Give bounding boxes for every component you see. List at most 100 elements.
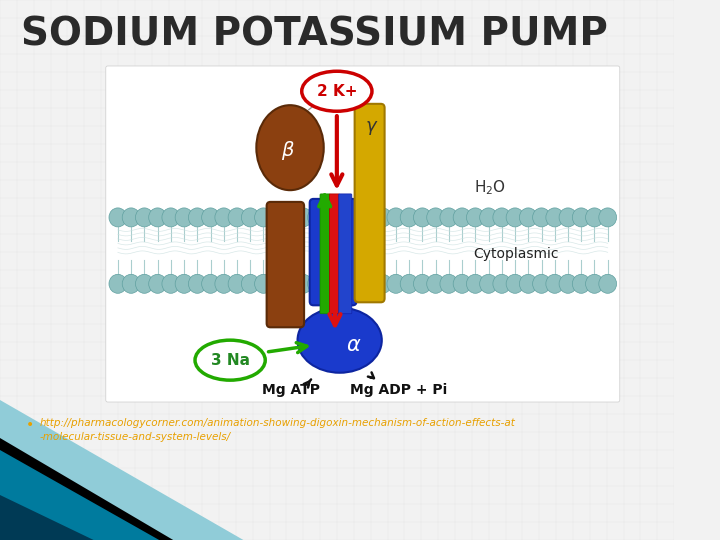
Polygon shape [0, 450, 159, 540]
Text: 2 K+: 2 K+ [317, 84, 357, 99]
Circle shape [175, 208, 193, 227]
Text: Cytoplasmic: Cytoplasmic [473, 247, 559, 261]
Ellipse shape [297, 308, 382, 373]
Circle shape [307, 208, 325, 227]
Circle shape [122, 208, 140, 227]
Circle shape [268, 274, 286, 293]
Circle shape [585, 208, 603, 227]
Circle shape [413, 274, 431, 293]
Circle shape [281, 274, 299, 293]
Circle shape [361, 208, 378, 227]
Circle shape [294, 208, 312, 227]
Circle shape [427, 274, 444, 293]
Polygon shape [0, 495, 94, 540]
Circle shape [546, 274, 564, 293]
Circle shape [135, 274, 153, 293]
Text: $\gamma$: $\gamma$ [365, 119, 378, 137]
Circle shape [162, 208, 180, 227]
Circle shape [109, 208, 127, 227]
Circle shape [413, 208, 431, 227]
Circle shape [572, 208, 590, 227]
FancyBboxPatch shape [310, 199, 356, 305]
Circle shape [387, 208, 405, 227]
Circle shape [175, 274, 193, 293]
Circle shape [334, 208, 352, 227]
Circle shape [599, 274, 616, 293]
FancyBboxPatch shape [106, 66, 620, 402]
Circle shape [559, 274, 577, 293]
Circle shape [294, 274, 312, 293]
Circle shape [427, 208, 444, 227]
FancyBboxPatch shape [320, 194, 330, 314]
Circle shape [453, 208, 471, 227]
Ellipse shape [256, 105, 324, 190]
Text: SODIUM POTASSIUM PUMP: SODIUM POTASSIUM PUMP [21, 15, 608, 53]
Circle shape [228, 274, 246, 293]
Polygon shape [0, 400, 243, 540]
Polygon shape [0, 438, 174, 540]
Circle shape [189, 274, 206, 293]
Circle shape [506, 208, 524, 227]
Text: $\beta$: $\beta$ [282, 139, 295, 162]
Circle shape [202, 274, 220, 293]
Circle shape [334, 274, 352, 293]
Circle shape [599, 208, 616, 227]
Circle shape [519, 274, 537, 293]
Text: http://pharmacologycorner.com/animation-showing-digoxin-mechanism-of-action-effe: http://pharmacologycorner.com/animation-… [40, 418, 516, 442]
Circle shape [361, 274, 378, 293]
Circle shape [453, 274, 471, 293]
Circle shape [440, 274, 458, 293]
Ellipse shape [195, 340, 265, 380]
Circle shape [467, 208, 485, 227]
Circle shape [268, 208, 286, 227]
Text: $\alpha$: $\alpha$ [346, 335, 361, 355]
Circle shape [109, 274, 127, 293]
Text: Mg ATP: Mg ATP [262, 383, 320, 397]
Circle shape [440, 208, 458, 227]
Circle shape [149, 274, 166, 293]
Circle shape [519, 208, 537, 227]
Circle shape [559, 208, 577, 227]
Circle shape [585, 274, 603, 293]
Circle shape [255, 274, 272, 293]
Circle shape [347, 274, 365, 293]
Text: Mg ADP + Pi: Mg ADP + Pi [350, 383, 447, 397]
Circle shape [307, 274, 325, 293]
Circle shape [228, 208, 246, 227]
Circle shape [215, 274, 233, 293]
Circle shape [467, 274, 485, 293]
Circle shape [321, 274, 338, 293]
Circle shape [255, 208, 272, 227]
Circle shape [400, 208, 418, 227]
Text: H$_2$O: H$_2$O [474, 178, 506, 197]
FancyBboxPatch shape [355, 104, 384, 302]
Circle shape [533, 208, 550, 227]
Circle shape [215, 208, 233, 227]
Circle shape [493, 208, 510, 227]
Circle shape [241, 274, 259, 293]
Circle shape [506, 274, 524, 293]
Circle shape [149, 208, 166, 227]
FancyBboxPatch shape [338, 194, 352, 314]
Circle shape [493, 274, 510, 293]
Circle shape [162, 274, 180, 293]
Ellipse shape [302, 71, 372, 111]
Circle shape [202, 208, 220, 227]
Circle shape [241, 208, 259, 227]
Circle shape [122, 274, 140, 293]
Circle shape [480, 274, 498, 293]
Circle shape [347, 208, 365, 227]
Circle shape [374, 274, 392, 293]
Circle shape [387, 274, 405, 293]
Circle shape [480, 208, 498, 227]
Circle shape [533, 274, 550, 293]
FancyBboxPatch shape [329, 194, 340, 314]
Circle shape [400, 274, 418, 293]
Circle shape [321, 208, 338, 227]
Text: •: • [26, 418, 35, 432]
Circle shape [546, 208, 564, 227]
Circle shape [374, 208, 392, 227]
Text: 3 Na: 3 Na [211, 353, 250, 368]
FancyBboxPatch shape [266, 202, 304, 327]
Circle shape [135, 208, 153, 227]
